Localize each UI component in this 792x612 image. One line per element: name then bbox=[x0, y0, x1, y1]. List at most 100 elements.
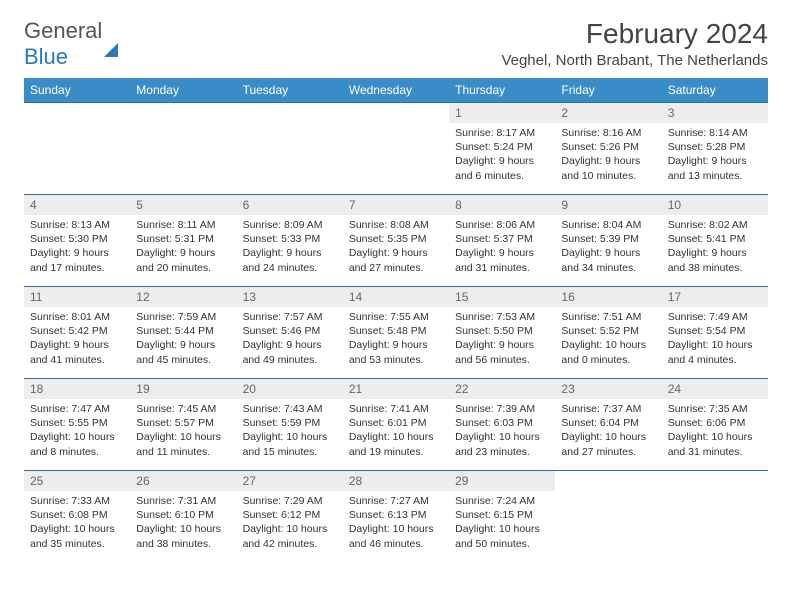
day-number: 16 bbox=[555, 287, 661, 307]
day-details: Sunrise: 8:01 AMSunset: 5:42 PMDaylight:… bbox=[24, 307, 130, 370]
day-details: Sunrise: 7:27 AMSunset: 6:13 PMDaylight:… bbox=[343, 491, 449, 554]
day-details: Sunrise: 8:11 AMSunset: 5:31 PMDaylight:… bbox=[130, 215, 236, 278]
day-line-ss: Sunset: 6:06 PM bbox=[668, 416, 762, 430]
day-details: Sunrise: 8:04 AMSunset: 5:39 PMDaylight:… bbox=[555, 215, 661, 278]
calendar-cell-empty bbox=[555, 471, 661, 563]
day-line-d2: and 56 minutes. bbox=[455, 353, 549, 367]
calendar-cell: 8Sunrise: 8:06 AMSunset: 5:37 PMDaylight… bbox=[449, 195, 555, 287]
calendar-cell: 17Sunrise: 7:49 AMSunset: 5:54 PMDayligh… bbox=[662, 287, 768, 379]
day-line-ss: Sunset: 5:26 PM bbox=[561, 140, 655, 154]
calendar-cell-empty bbox=[237, 103, 343, 195]
day-number: 4 bbox=[24, 195, 130, 215]
day-line-d1: Daylight: 10 hours bbox=[668, 338, 762, 352]
day-line-d2: and 11 minutes. bbox=[136, 445, 230, 459]
day-line-sr: Sunrise: 8:16 AM bbox=[561, 126, 655, 140]
day-line-d1: Daylight: 9 hours bbox=[455, 246, 549, 260]
day-line-ss: Sunset: 5:46 PM bbox=[243, 324, 337, 338]
day-details: Sunrise: 7:43 AMSunset: 5:59 PMDaylight:… bbox=[237, 399, 343, 462]
day-line-d1: Daylight: 9 hours bbox=[136, 246, 230, 260]
day-line-d2: and 17 minutes. bbox=[30, 261, 124, 275]
logo-part2: Blue bbox=[24, 44, 68, 69]
day-line-ss: Sunset: 5:42 PM bbox=[30, 324, 124, 338]
calendar-row: 25Sunrise: 7:33 AMSunset: 6:08 PMDayligh… bbox=[24, 471, 768, 563]
day-line-sr: Sunrise: 8:13 AM bbox=[30, 218, 124, 232]
day-details: Sunrise: 8:16 AMSunset: 5:26 PMDaylight:… bbox=[555, 123, 661, 186]
day-line-sr: Sunrise: 7:45 AM bbox=[136, 402, 230, 416]
day-number: 28 bbox=[343, 471, 449, 491]
day-details: Sunrise: 7:55 AMSunset: 5:48 PMDaylight:… bbox=[343, 307, 449, 370]
day-line-d2: and 49 minutes. bbox=[243, 353, 337, 367]
day-line-d2: and 38 minutes. bbox=[668, 261, 762, 275]
day-line-ss: Sunset: 6:08 PM bbox=[30, 508, 124, 522]
triangle-icon bbox=[104, 18, 118, 57]
location: Veghel, North Brabant, The Netherlands bbox=[501, 52, 768, 69]
calendar-cell: 23Sunrise: 7:37 AMSunset: 6:04 PMDayligh… bbox=[555, 379, 661, 471]
day-line-d1: Daylight: 10 hours bbox=[561, 430, 655, 444]
title-block: February 2024 Veghel, North Brabant, The… bbox=[501, 18, 768, 69]
day-line-d2: and 23 minutes. bbox=[455, 445, 549, 459]
day-details: Sunrise: 8:14 AMSunset: 5:28 PMDaylight:… bbox=[662, 123, 768, 186]
day-line-d1: Daylight: 10 hours bbox=[136, 430, 230, 444]
day-number: 12 bbox=[130, 287, 236, 307]
day-line-sr: Sunrise: 8:11 AM bbox=[136, 218, 230, 232]
day-line-d2: and 0 minutes. bbox=[561, 353, 655, 367]
calendar-cell: 11Sunrise: 8:01 AMSunset: 5:42 PMDayligh… bbox=[24, 287, 130, 379]
day-line-ss: Sunset: 5:52 PM bbox=[561, 324, 655, 338]
calendar-cell: 6Sunrise: 8:09 AMSunset: 5:33 PMDaylight… bbox=[237, 195, 343, 287]
day-line-sr: Sunrise: 8:14 AM bbox=[668, 126, 762, 140]
day-number: 6 bbox=[237, 195, 343, 215]
day-line-sr: Sunrise: 7:41 AM bbox=[349, 402, 443, 416]
day-line-sr: Sunrise: 8:01 AM bbox=[30, 310, 124, 324]
day-line-ss: Sunset: 5:44 PM bbox=[136, 324, 230, 338]
calendar-cell: 20Sunrise: 7:43 AMSunset: 5:59 PMDayligh… bbox=[237, 379, 343, 471]
day-line-ss: Sunset: 5:31 PM bbox=[136, 232, 230, 246]
day-details: Sunrise: 7:39 AMSunset: 6:03 PMDaylight:… bbox=[449, 399, 555, 462]
day-details: Sunrise: 7:35 AMSunset: 6:06 PMDaylight:… bbox=[662, 399, 768, 462]
day-line-sr: Sunrise: 7:39 AM bbox=[455, 402, 549, 416]
calendar-cell: 15Sunrise: 7:53 AMSunset: 5:50 PMDayligh… bbox=[449, 287, 555, 379]
day-line-d1: Daylight: 9 hours bbox=[349, 338, 443, 352]
calendar-cell: 21Sunrise: 7:41 AMSunset: 6:01 PMDayligh… bbox=[343, 379, 449, 471]
day-details: Sunrise: 8:13 AMSunset: 5:30 PMDaylight:… bbox=[24, 215, 130, 278]
day-line-d2: and 27 minutes. bbox=[349, 261, 443, 275]
calendar-cell-empty bbox=[662, 471, 768, 563]
day-line-d1: Daylight: 9 hours bbox=[561, 154, 655, 168]
day-line-d1: Daylight: 10 hours bbox=[243, 430, 337, 444]
day-number: 17 bbox=[662, 287, 768, 307]
day-details: Sunrise: 7:53 AMSunset: 5:50 PMDaylight:… bbox=[449, 307, 555, 370]
day-line-ss: Sunset: 6:15 PM bbox=[455, 508, 549, 522]
calendar-cell-empty bbox=[24, 103, 130, 195]
day-number: 11 bbox=[24, 287, 130, 307]
day-details: Sunrise: 7:49 AMSunset: 5:54 PMDaylight:… bbox=[662, 307, 768, 370]
day-number: 14 bbox=[343, 287, 449, 307]
calendar-cell: 9Sunrise: 8:04 AMSunset: 5:39 PMDaylight… bbox=[555, 195, 661, 287]
day-line-d1: Daylight: 9 hours bbox=[455, 154, 549, 168]
day-line-ss: Sunset: 5:35 PM bbox=[349, 232, 443, 246]
calendar-cell: 13Sunrise: 7:57 AMSunset: 5:46 PMDayligh… bbox=[237, 287, 343, 379]
day-details: Sunrise: 8:09 AMSunset: 5:33 PMDaylight:… bbox=[237, 215, 343, 278]
calendar-cell: 2Sunrise: 8:16 AMSunset: 5:26 PMDaylight… bbox=[555, 103, 661, 195]
day-details: Sunrise: 7:37 AMSunset: 6:04 PMDaylight:… bbox=[555, 399, 661, 462]
day-line-d2: and 41 minutes. bbox=[30, 353, 124, 367]
day-line-d2: and 45 minutes. bbox=[136, 353, 230, 367]
day-number: 26 bbox=[130, 471, 236, 491]
calendar-cell: 14Sunrise: 7:55 AMSunset: 5:48 PMDayligh… bbox=[343, 287, 449, 379]
day-number: 2 bbox=[555, 103, 661, 123]
day-number: 23 bbox=[555, 379, 661, 399]
calendar-cell: 24Sunrise: 7:35 AMSunset: 6:06 PMDayligh… bbox=[662, 379, 768, 471]
day-line-d1: Daylight: 9 hours bbox=[243, 338, 337, 352]
day-line-d2: and 27 minutes. bbox=[561, 445, 655, 459]
day-details: Sunrise: 7:33 AMSunset: 6:08 PMDaylight:… bbox=[24, 491, 130, 554]
day-number: 25 bbox=[24, 471, 130, 491]
day-line-ss: Sunset: 5:28 PM bbox=[668, 140, 762, 154]
calendar-cell: 19Sunrise: 7:45 AMSunset: 5:57 PMDayligh… bbox=[130, 379, 236, 471]
day-line-sr: Sunrise: 7:47 AM bbox=[30, 402, 124, 416]
calendar-cell: 27Sunrise: 7:29 AMSunset: 6:12 PMDayligh… bbox=[237, 471, 343, 563]
day-line-sr: Sunrise: 8:09 AM bbox=[243, 218, 337, 232]
weekday-header: Tuesday bbox=[237, 78, 343, 103]
day-number: 19 bbox=[130, 379, 236, 399]
day-line-d1: Daylight: 9 hours bbox=[668, 154, 762, 168]
calendar-row: 11Sunrise: 8:01 AMSunset: 5:42 PMDayligh… bbox=[24, 287, 768, 379]
day-line-d1: Daylight: 9 hours bbox=[30, 338, 124, 352]
day-number: 8 bbox=[449, 195, 555, 215]
